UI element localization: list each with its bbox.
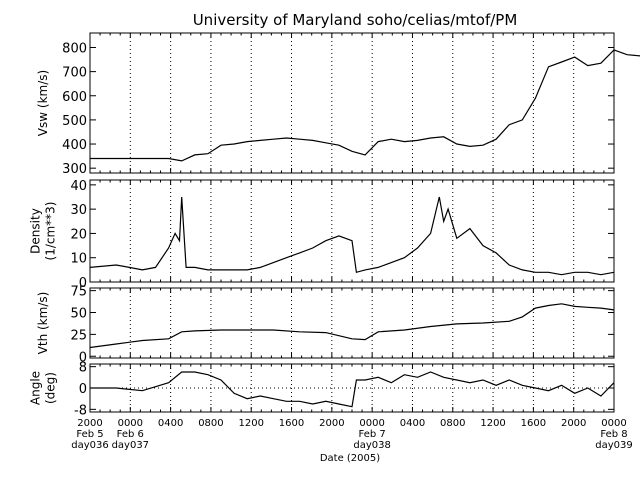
y-tick-label: -8 <box>74 403 87 418</box>
x-tick-sublabel: day038 <box>353 440 390 451</box>
x-tick-label: 0000 <box>601 418 626 429</box>
y-tick-label: 50 <box>70 307 87 322</box>
y-tick-label: 10 <box>70 252 87 267</box>
x-tick-sublabel: day037 <box>112 440 149 451</box>
y-tick-label: 0 <box>79 276 87 291</box>
x-tick-sublabel: day036 <box>71 440 108 451</box>
x-tick-sublabel: Feb 5 <box>76 429 103 440</box>
panel-frame <box>89 287 615 359</box>
x-tick-label: 0800 <box>198 418 223 429</box>
y-tick-label: 40 <box>70 179 87 194</box>
series-line <box>89 303 615 349</box>
panel-frame <box>89 32 615 174</box>
x-tick-sublabel: Feb 6 <box>117 429 144 440</box>
y-tick-label: 0 <box>79 350 87 365</box>
y-tick-label: 300 <box>62 162 87 177</box>
x-tick-label: 2000 <box>319 418 344 429</box>
y-tick-label: 400 <box>62 138 87 153</box>
y-axis-label: Vsw (km/s) <box>36 70 50 136</box>
y-axis-label: (deg) <box>44 372 58 404</box>
x-tick-label: 2000 <box>561 418 586 429</box>
y-axis-label: Vth (km/s) <box>36 292 50 355</box>
x-tick-label: 1200 <box>239 418 264 429</box>
y-axis-label: (1/cm**3) <box>44 202 58 261</box>
x-tick-sublabel: Feb 8 <box>600 429 627 440</box>
y-tick-label: 0 <box>79 382 87 397</box>
x-tick-label: 2000 <box>77 418 102 429</box>
y-tick-label: 500 <box>62 114 87 129</box>
y-tick-label: 20 <box>70 227 87 242</box>
chart-title: University of Maryland soho/celias/mtof/… <box>193 11 518 29</box>
x-tick-label: 1600 <box>279 418 304 429</box>
x-tick-label: 0000 <box>118 418 143 429</box>
series-line <box>90 371 615 408</box>
y-axis-label: Density <box>29 208 43 254</box>
x-tick-label: 0400 <box>158 418 183 429</box>
panel-frame <box>89 179 615 283</box>
series-line <box>89 196 615 276</box>
x-axis-label: Date (2005) <box>320 453 380 464</box>
x-tick-sublabel: Feb 7 <box>359 429 386 440</box>
y-tick-label: 800 <box>62 41 87 56</box>
y-tick-label: 700 <box>62 66 87 81</box>
y-tick-label: 25 <box>70 328 87 343</box>
x-tick-label: 0000 <box>359 418 384 429</box>
x-tick-label: 0800 <box>440 418 465 429</box>
x-tick-label: 0400 <box>400 418 425 429</box>
panel-0: 300 400 500 600 700 800 Vsw (km/s) <box>36 32 640 177</box>
series-line <box>90 49 640 162</box>
panel-2: 0 25 50 75 Vth (km/s) <box>36 285 615 365</box>
panel-1: 0 10 20 30 40 Density (1/cm**3) <box>29 179 615 291</box>
y-axis-label: Angle <box>29 371 43 405</box>
x-tick-label: 1600 <box>521 418 546 429</box>
panel-3: -8 0 8 Angle (deg) <box>29 361 615 418</box>
x-tick-label: 1200 <box>480 418 505 429</box>
y-tick-label: 8 <box>79 361 87 376</box>
y-tick-label: 75 <box>70 285 87 300</box>
y-tick-label: 30 <box>70 203 87 218</box>
x-tick-sublabel: day039 <box>595 440 632 451</box>
y-tick-label: 600 <box>62 90 87 105</box>
